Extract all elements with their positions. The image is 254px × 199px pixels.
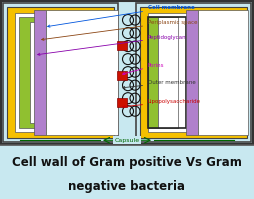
Bar xyxy=(117,98,127,107)
Bar xyxy=(198,10,248,135)
Bar xyxy=(148,17,186,128)
Bar xyxy=(140,7,247,138)
Bar xyxy=(15,13,108,132)
Text: Porins: Porins xyxy=(123,63,165,75)
Bar xyxy=(19,17,104,128)
Bar xyxy=(3,3,118,142)
Bar xyxy=(136,3,251,142)
Text: Lipopolysaccharide: Lipopolysaccharide xyxy=(123,99,201,108)
Bar xyxy=(117,71,127,80)
Text: Outer membrane: Outer membrane xyxy=(123,80,196,89)
Bar xyxy=(34,10,46,135)
Bar xyxy=(186,10,198,135)
Bar xyxy=(7,7,114,138)
Bar xyxy=(46,10,118,135)
Text: Cell membrane: Cell membrane xyxy=(48,5,195,27)
Bar xyxy=(30,22,93,123)
Bar xyxy=(148,17,158,128)
Text: negative bacteria: negative bacteria xyxy=(69,180,185,193)
Text: Cell wall of Gram positive Vs Gram: Cell wall of Gram positive Vs Gram xyxy=(12,156,242,169)
Text: Capsule: Capsule xyxy=(115,138,139,143)
Text: Periplasmic space: Periplasmic space xyxy=(42,20,198,40)
Text: Peptidoglycan: Peptidoglycan xyxy=(38,35,187,55)
Bar xyxy=(148,13,241,132)
Bar xyxy=(158,17,178,128)
Bar xyxy=(117,41,127,50)
